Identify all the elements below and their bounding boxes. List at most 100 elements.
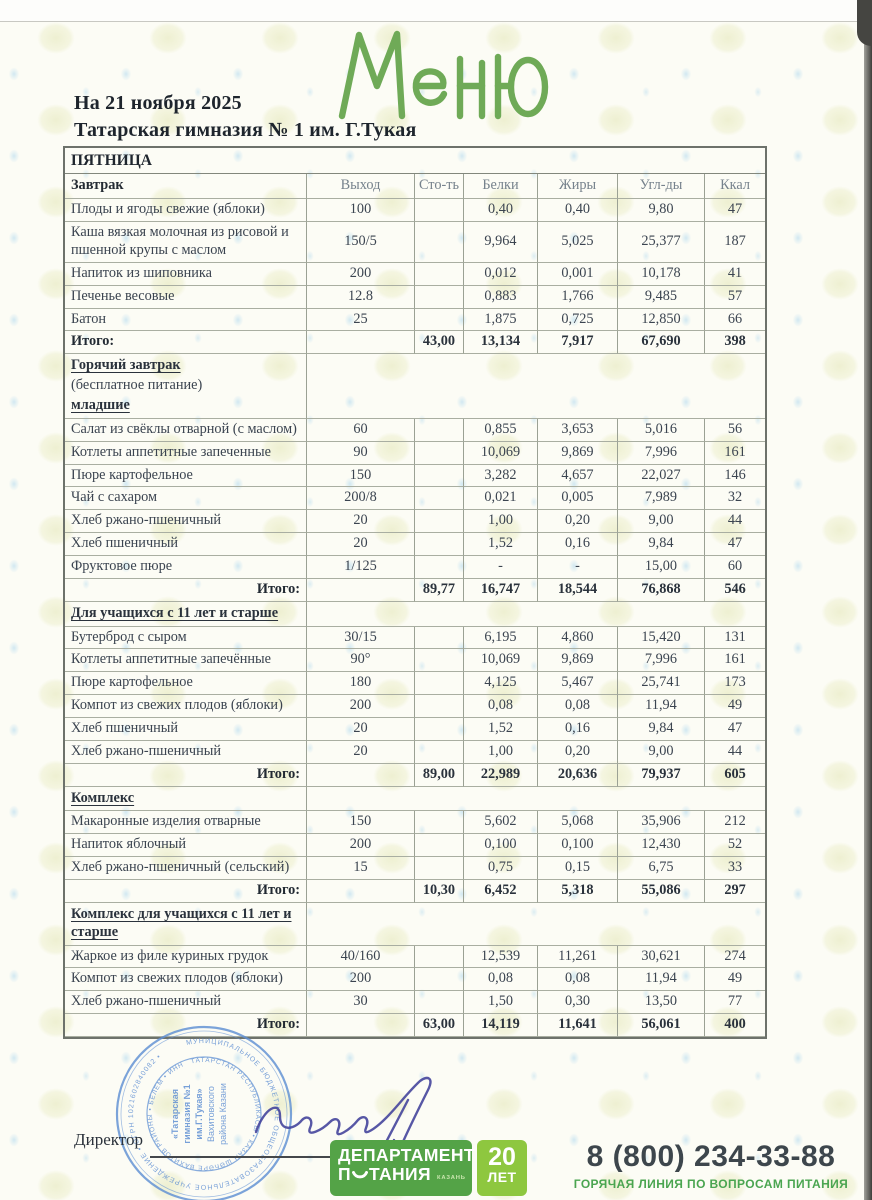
dish-out: 100 [307,199,415,223]
dish-name: Хлеб пшеничный [65,533,307,556]
total-kcal: 546 [705,579,766,602]
dish-fat: 5,467 [538,672,618,696]
dish-carbs: 22,027 [618,464,705,488]
dish-name: Бутерброд с сыром [65,626,307,650]
dish-fat: 3,653 [538,418,618,442]
dish-out: 30 [307,991,415,1015]
section-title-row: Комплекс [65,786,766,812]
dish-kcal: 57 [705,286,766,309]
dish-protein: 9,964 [464,222,538,263]
dish-kcal: 146 [705,465,766,488]
dish-protein: 0,75 [464,857,538,881]
dish-kcal: 77 [705,991,766,1015]
director-signature [250,1074,460,1165]
dish-name: Фруктовое пюре [65,555,307,579]
dish-fat: 0,20 [538,510,618,534]
total-fat: 20,636 [538,763,618,787]
menu-row: Компот из свежих плодов (яблоки) 200 0,08 0… [65,968,766,992]
logo-line1: ДЕПАРТАМЕНТ [338,1145,476,1165]
dish-kcal: 52 [705,834,766,858]
total-label: Итого: [65,331,307,355]
dish-kcal: 66 [705,309,766,332]
scan-top-margin [0,0,872,21]
total-label: Итого: [65,763,307,787]
section-empty-cell [307,903,766,946]
handwritten-menu-title [338,30,549,120]
dish-out: 200 [307,262,415,286]
section-title-row: Для учащихся с 11 лет и старше [65,601,766,627]
dish-out: 1/125 [307,555,415,579]
total-row: Итого: 89,00 22,989 20,636 79,937 605 [65,763,766,787]
total-carbs: 55,086 [618,880,705,903]
column-header: Выход [307,174,415,200]
dish-kcal: 56 [705,419,766,442]
menu-row: Пюре картофельное 150 3,282 4,657 22,027 146 [65,464,766,488]
dish-protein: 0,021 [464,487,538,511]
column-header: Жиры [538,174,618,200]
dish-cost [415,695,464,718]
department-of-nutrition-logo: ДЕПАРТАМЕНТ П ТАНИЯ КАЗАНЬ [330,1140,476,1196]
dish-carbs: 6,75 [618,857,705,881]
column-header: Ккал [705,174,766,200]
dish-kcal: 49 [705,968,766,992]
section-title-cell: Комплекс [65,786,307,812]
dish-carbs: 11,94 [618,968,705,992]
dish-cost [415,222,464,263]
menu-row: Котлеты аппетитные запеченные 90 10,069 9,8… [65,441,766,465]
dish-name: Плоды и ягоды свежие (яблоки) [65,199,307,223]
dish-kcal: 47 [705,533,766,556]
total-label: Итого: [65,1014,307,1038]
hotline-caption: ГОРЯЧАЯ ЛИНИЯ ПО ВОПРОСАМ ПИТАНИЯ [573,1177,849,1191]
dish-carbs: 9,80 [618,199,705,223]
menu-date: На 21 ноября 2025 [74,92,242,114]
dish-protein: 1,52 [464,533,538,556]
section-title-row: Горячий завтрак (бесплатное питание) младш… [65,354,766,419]
dish-cost [415,626,464,650]
total-kcal: 400 [705,1014,766,1038]
dish-carbs: 5,016 [618,418,705,442]
total-row: Итого: 43,00 13,134 7,917 67,690 398 [65,331,766,355]
dish-cost [415,510,464,534]
dish-cost [415,487,464,511]
dish-carbs: 9,00 [618,740,705,764]
scan-corner-shadow [857,0,872,46]
section-title-cell: Для учащихся с 11 лет и старше [65,601,307,627]
svg-text:района Казани: района Казани [218,1083,228,1145]
column-header: Сто-ть [415,174,464,200]
dish-out: 30/15 [307,626,415,650]
dish-cost [415,740,464,764]
total-fat: 5,318 [538,880,618,903]
dish-kcal: 44 [705,741,766,764]
menu-row: Макаронные изделия отварные 150 5,602 5,068… [65,811,766,835]
dish-out: 200 [307,834,415,858]
dish-cost [415,418,464,442]
total-cost: 63,00 [415,1014,464,1038]
total-cost: 89,77 [415,578,464,602]
dish-kcal: 44 [705,510,766,534]
dish-fat: 11,261 [538,945,618,969]
dish-carbs: 30,621 [618,945,705,969]
menu-row: Хлеб ржано-пшеничный 20 1,00 0,20 9,00 44 [65,510,766,534]
total-label: Итого: [65,880,307,903]
dish-fat: 5,068 [538,811,618,835]
section-empty-cell [307,354,766,419]
dish-kcal: 173 [705,672,766,696]
menu-row: Пюре картофельное 180 4,125 5,467 25,741 173 [65,672,766,696]
dish-carbs: 7,996 [618,649,705,673]
scan-page-edge-line [0,21,858,22]
school-name: Татарская гимназия № 1 им. Г.Тукая [74,119,417,141]
section-title-cell: Комплекс для учащихся с 11 лет и старше [65,902,307,946]
day-row: ПЯТНИЦА [65,148,766,175]
dish-protein: 0,08 [464,968,538,992]
dish-cost [415,672,464,696]
signature-line [150,1156,458,1158]
day-label: ПЯТНИЦА [65,148,766,175]
dish-protein: 6,195 [464,626,538,650]
dish-protein: 0,100 [464,834,538,858]
dish-kcal: 161 [705,442,766,465]
smile-icon [351,1170,368,1179]
dish-fat: 0,725 [538,308,618,332]
dish-name: Хлеб ржано-пшеничный [65,740,307,764]
menu-row: Хлеб пшеничный 20 1,52 0,16 9,84 47 [65,533,766,556]
dish-kcal: 274 [705,946,766,969]
